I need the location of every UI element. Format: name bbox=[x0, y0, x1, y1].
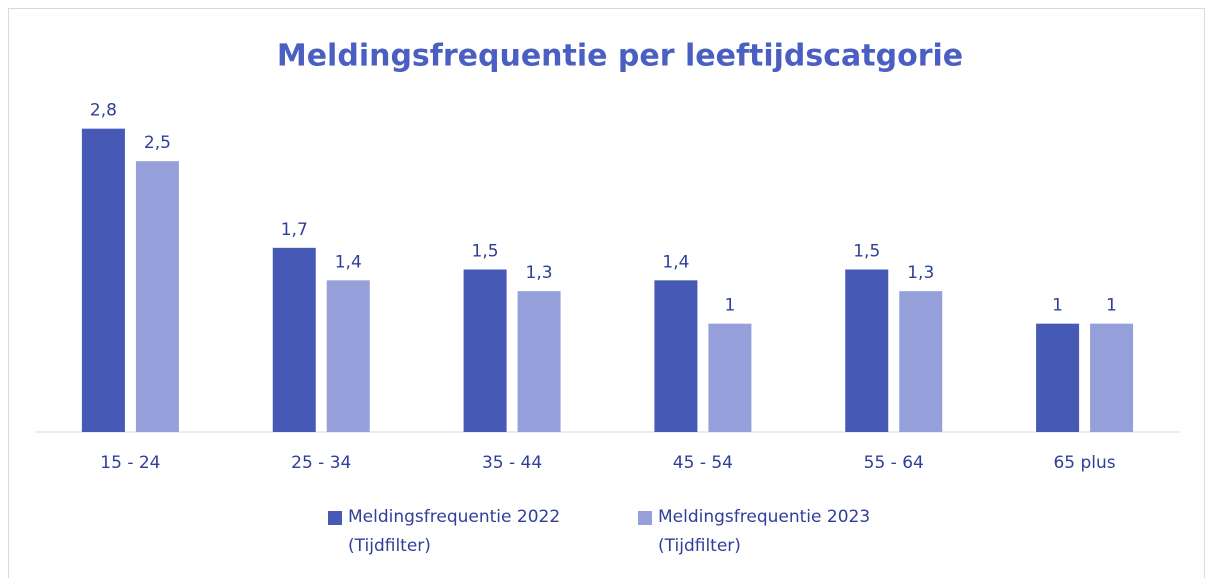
bar bbox=[1090, 323, 1134, 432]
legend-label: Meldingsfrequentie 2022 (Tijdfilter) bbox=[348, 507, 561, 556]
legend-label: Meldingsfrequentie 2023 (Tijdfilter) bbox=[658, 507, 871, 556]
data-label: 1,3 bbox=[526, 263, 553, 283]
data-label: 1,5 bbox=[472, 242, 499, 262]
data-label: 1 bbox=[1052, 296, 1063, 316]
x-tick-label: 35 - 44 bbox=[482, 453, 542, 473]
data-label: 1 bbox=[725, 296, 736, 316]
data-label: 1,3 bbox=[907, 263, 934, 283]
bar bbox=[135, 161, 179, 432]
legend-item: Meldingsfrequentie 2022 (Tijdfilter) bbox=[328, 503, 578, 561]
legend-swatch bbox=[328, 511, 342, 525]
bar bbox=[81, 128, 125, 432]
x-tick-label: 55 - 64 bbox=[864, 453, 924, 473]
bar bbox=[517, 291, 561, 432]
bar bbox=[272, 247, 316, 432]
bar bbox=[654, 280, 698, 432]
legend-swatch bbox=[638, 511, 652, 525]
bar bbox=[845, 269, 889, 432]
data-label: 2,5 bbox=[144, 133, 171, 153]
x-tick-label: 65 plus bbox=[1053, 453, 1115, 473]
bar bbox=[463, 269, 507, 432]
legend-item: Meldingsfrequentie 2023 (Tijdfilter) bbox=[638, 503, 888, 561]
bar bbox=[326, 280, 370, 432]
bar bbox=[899, 291, 943, 432]
data-label: 1 bbox=[1106, 296, 1117, 316]
data-label: 1,4 bbox=[662, 252, 689, 272]
data-label: 2,8 bbox=[90, 101, 117, 121]
bar bbox=[708, 323, 752, 432]
x-tick-label: 15 - 24 bbox=[100, 453, 160, 473]
data-label: 1,7 bbox=[281, 220, 308, 240]
chart-border bbox=[8, 8, 1205, 578]
data-label: 1,5 bbox=[853, 242, 880, 262]
x-tick-label: 25 - 34 bbox=[291, 453, 351, 473]
chart-title: Meldingsfrequentie per leeftijdscatgorie bbox=[277, 39, 963, 74]
data-label: 1,4 bbox=[335, 252, 362, 272]
bar bbox=[1036, 323, 1080, 432]
x-tick-label: 45 - 54 bbox=[673, 453, 733, 473]
